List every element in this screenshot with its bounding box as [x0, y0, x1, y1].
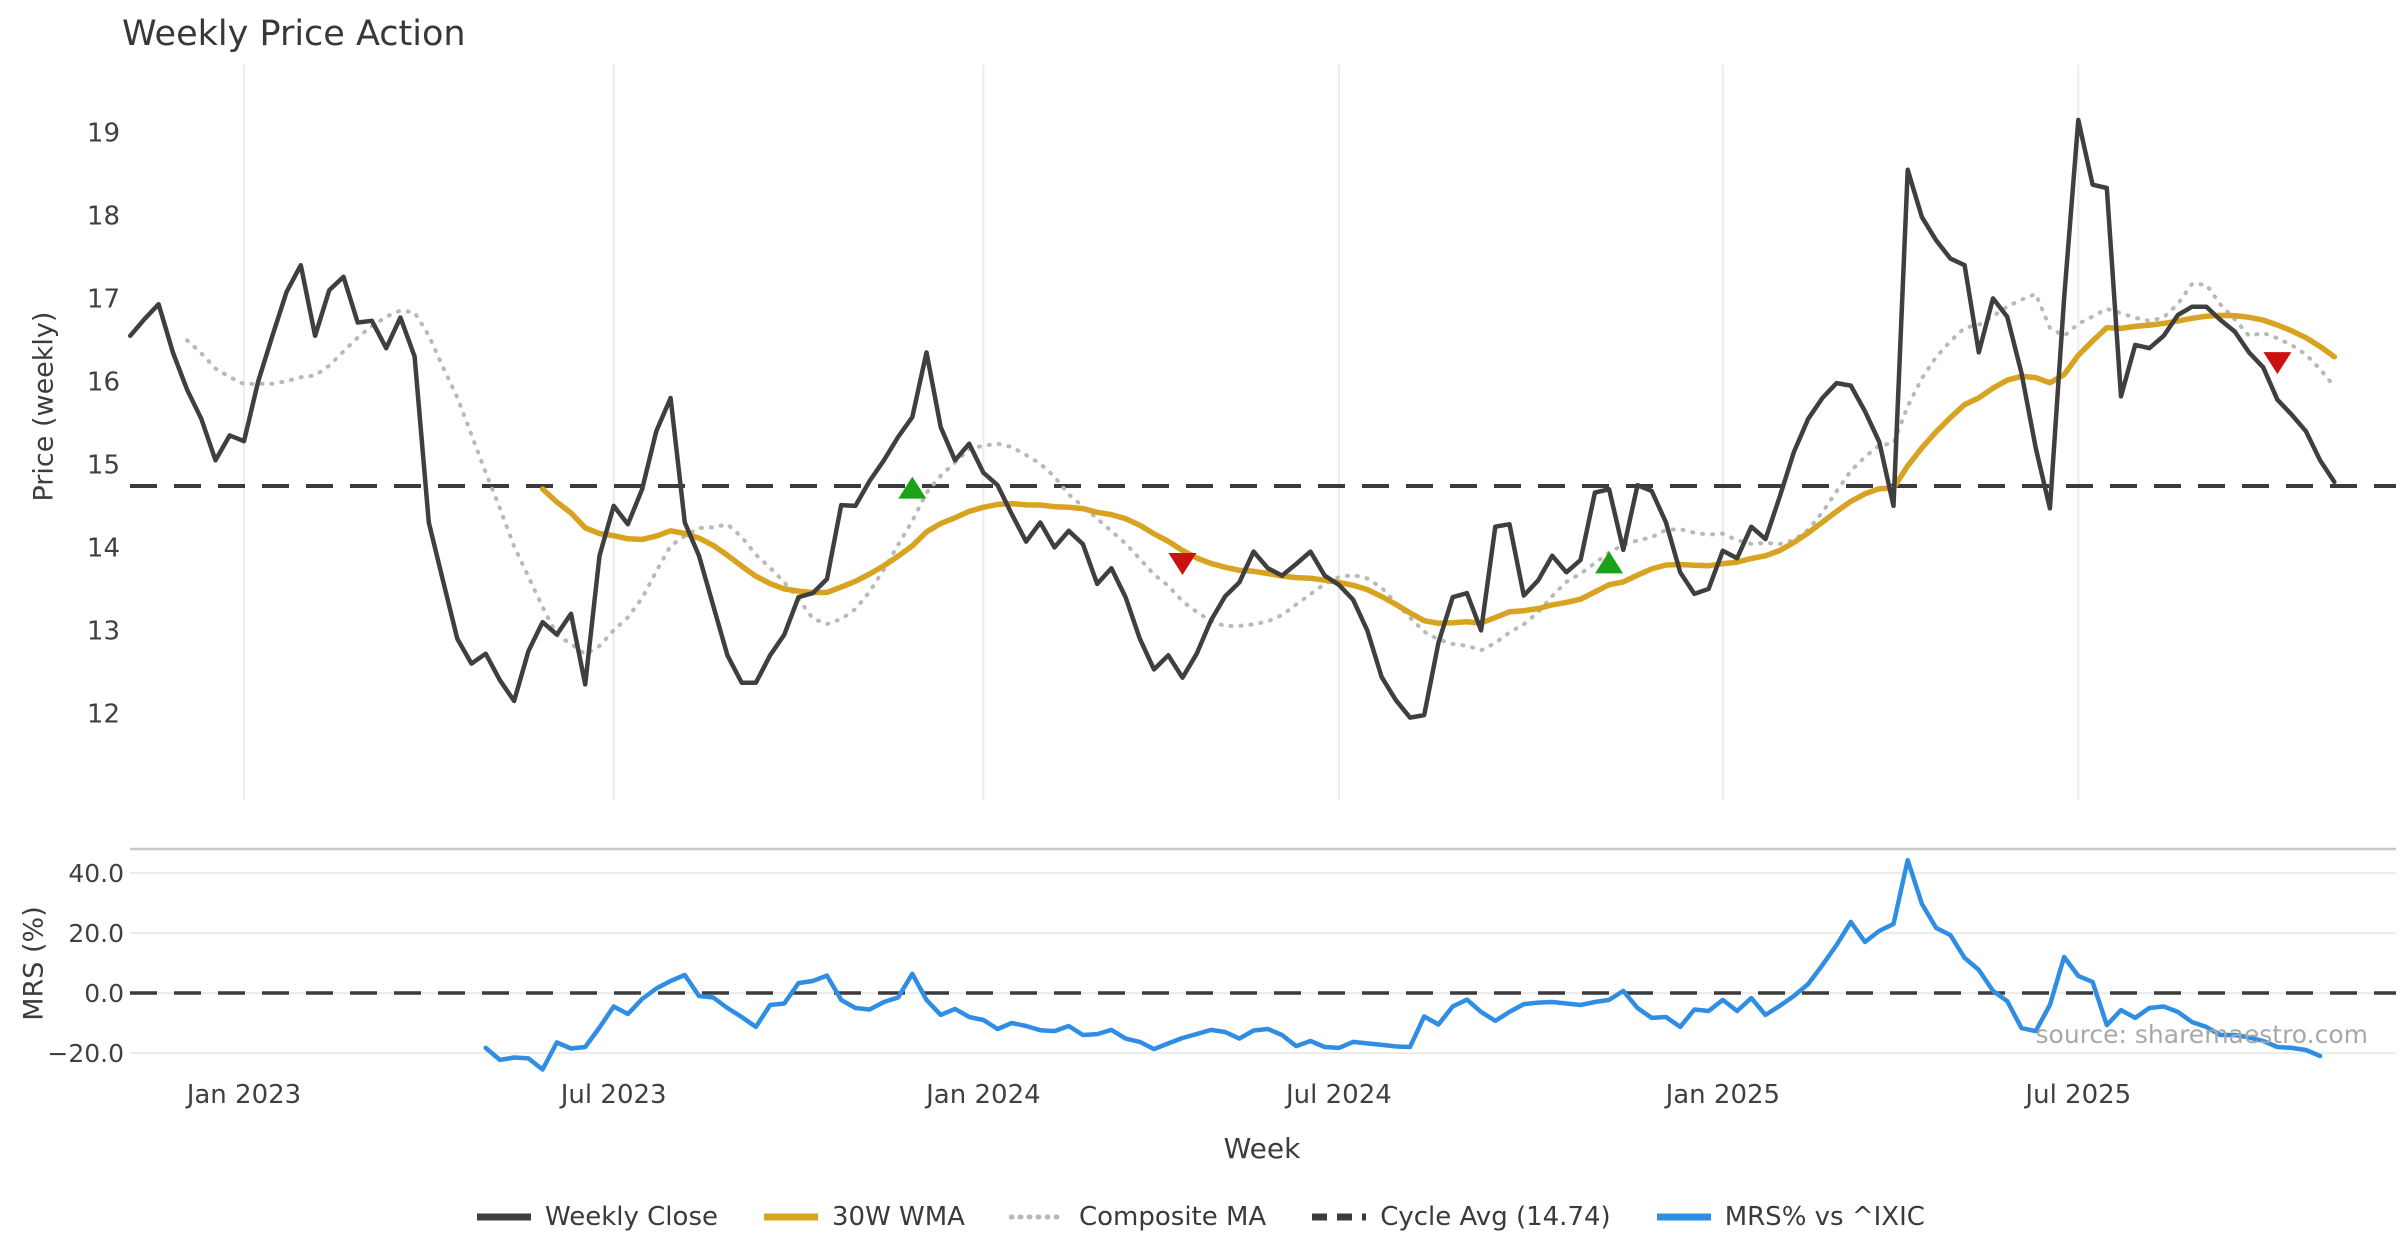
legend-item: Cycle Avg (14.74) [1310, 1202, 1611, 1232]
price-ytick-label: 15 [87, 450, 120, 480]
legend-label: Cycle Avg (14.74) [1380, 1202, 1611, 1232]
mrs-axis-label: MRS (%) [18, 906, 50, 1021]
price-ytick-label: 17 [87, 284, 120, 314]
x-tick-label: Jul 2024 [1284, 1080, 1392, 1110]
x-tick-label: Jul 2023 [559, 1080, 667, 1110]
price-ytick-label: 12 [87, 699, 120, 729]
price-ytick-label: 16 [87, 367, 120, 397]
chart-title: Weekly Price Action [122, 14, 466, 54]
legend-item: MRS% vs ^IXIC [1655, 1202, 1925, 1232]
mrs-line [483, 857, 2323, 1072]
price-ytick-label: 19 [87, 118, 120, 148]
legend-item: Weekly Close [475, 1202, 718, 1232]
legend-swatch-solid [1656, 1213, 1711, 1221]
x-axis-label: Week [1223, 1132, 1301, 1165]
sell-signal-marker [1168, 553, 1197, 576]
weekly-close-line [127, 117, 2337, 720]
composite-ma-line [185, 281, 2337, 657]
mrs-ytick-label: 40.0 [68, 859, 124, 888]
price-ytick-label: 14 [87, 533, 120, 563]
legend-swatch-dashed [1312, 1213, 1367, 1221]
mrs-ytick-label: 0.0 [84, 979, 124, 1008]
mrs-ytick-label: 20.0 [68, 919, 124, 948]
x-tick-label: Jan 2023 [185, 1080, 302, 1110]
sell-signal-marker [2263, 352, 2292, 375]
price-ytick-label: 18 [87, 201, 120, 231]
legend-label: 30W WMA [831, 1202, 965, 1232]
buy-signal-marker [898, 476, 927, 499]
legend-swatch-dotted [1008, 1214, 1067, 1220]
source-watermark: source: sharemaestro.com [2035, 1020, 2369, 1049]
price-axis-label: Price (weekly) [28, 311, 60, 502]
legend-swatch-solid [477, 1213, 532, 1221]
legend-label: Composite MA [1078, 1202, 1267, 1232]
price-ytick-label: 13 [87, 616, 120, 646]
x-tick-label: Jan 2025 [1664, 1080, 1781, 1110]
legend: Weekly Close 30W WMA Composite MA Cycle Avg… [0, 1202, 2400, 1232]
legend-label: Weekly Close [545, 1202, 718, 1232]
legend-item: Composite MA [1008, 1202, 1267, 1232]
buy-signal-marker [1595, 551, 1624, 574]
legend-label: MRS% vs ^IXIC [1724, 1202, 1925, 1232]
x-tick-label: Jul 2025 [2023, 1080, 2131, 1110]
mrs-ytick-label: −20.0 [47, 1039, 124, 1068]
30w-wma-line [539, 312, 2338, 627]
x-tick-label: Jan 2024 [924, 1080, 1041, 1110]
legend-swatch-solid [763, 1213, 818, 1221]
legend-item: 30W WMA [762, 1202, 965, 1232]
